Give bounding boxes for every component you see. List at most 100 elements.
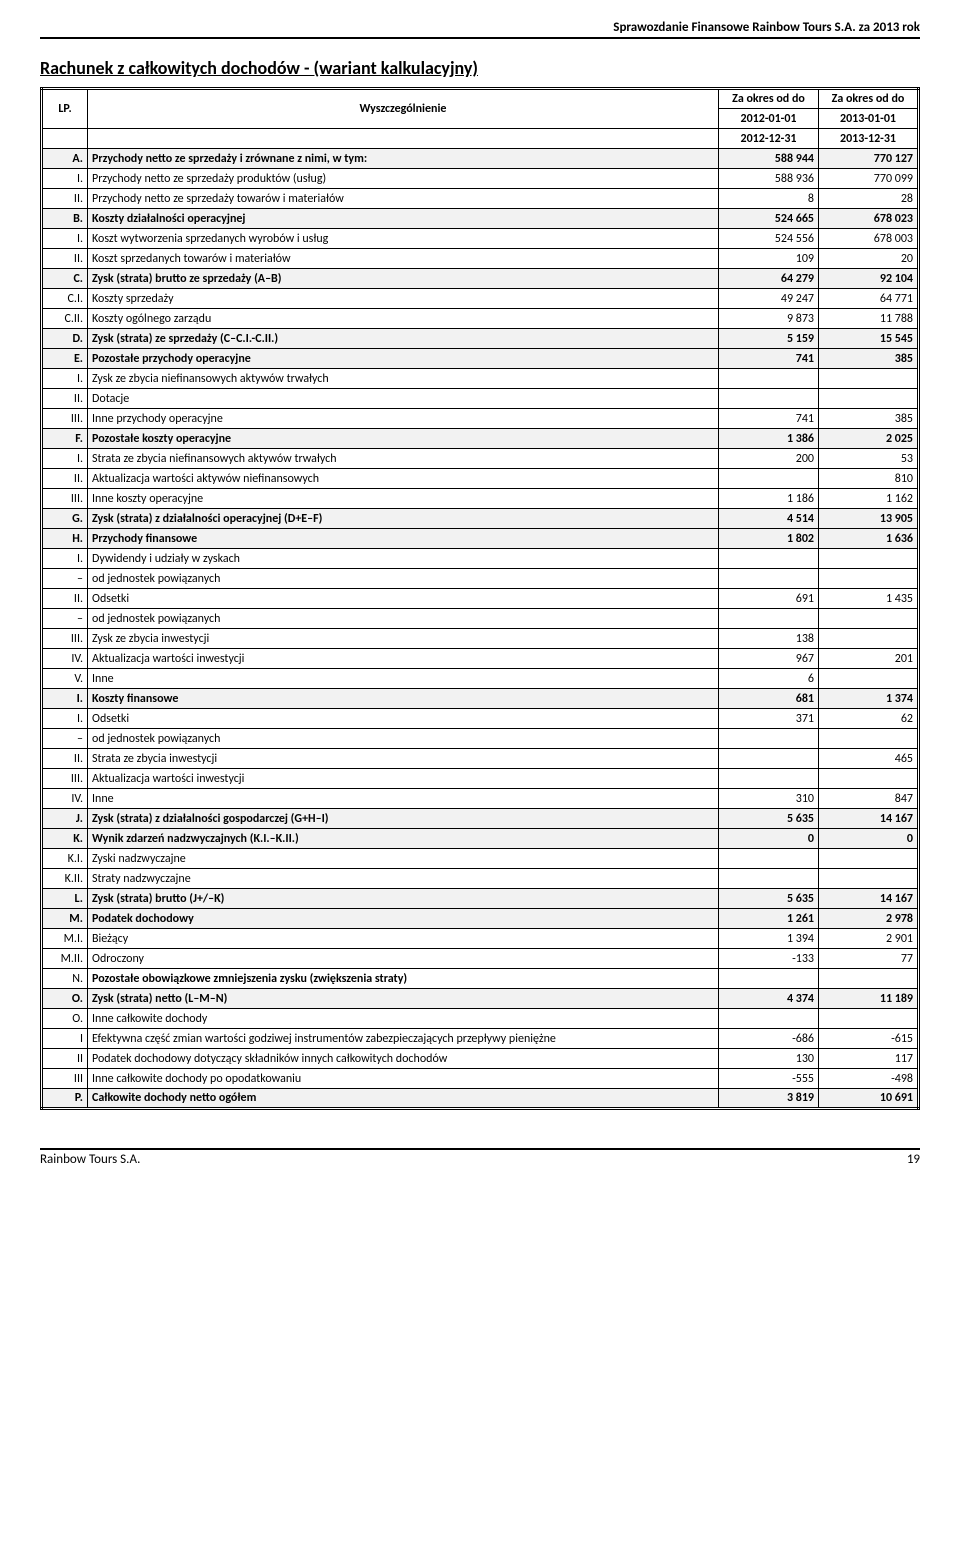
- table-row: II.Aktualizacja wartości aktywów niefina…: [42, 469, 919, 489]
- row-value-2: 117: [819, 1049, 919, 1069]
- row-value-2: 385: [819, 409, 919, 429]
- row-value-2: 1 435: [819, 589, 919, 609]
- row-desc: Zysk (strata) brutto ze sprzedaży (A–B): [88, 269, 719, 289]
- row-lp: I.: [42, 709, 88, 729]
- row-lp: O.: [42, 1009, 88, 1029]
- row-desc: Zysk (strata) ze sprzedaży (C–C.I.-C.II.…: [88, 329, 719, 349]
- row-lp: D.: [42, 329, 88, 349]
- row-desc: Aktualizacja wartości inwestycji: [88, 769, 719, 789]
- row-value-2: 11 788: [819, 309, 919, 329]
- row-value-1: 5 635: [719, 809, 819, 829]
- row-lp: E.: [42, 349, 88, 369]
- row-value-2: 847: [819, 789, 919, 809]
- table-row: IIIInne całkowite dochody po opodatkowan…: [42, 1069, 919, 1089]
- table-row: I.Strata ze zbycia niefinansowych aktywó…: [42, 449, 919, 469]
- row-desc: Wynik zdarzeń nadzwyczajnych (K.I.–K.II.…: [88, 829, 719, 849]
- row-value-1: 967: [719, 649, 819, 669]
- row-value-1: [719, 389, 819, 409]
- row-lp: C.: [42, 269, 88, 289]
- row-desc: Przychody netto ze sprzedaży produktów (…: [88, 169, 719, 189]
- row-value-2: 0: [819, 829, 919, 849]
- row-lp: II.: [42, 469, 88, 489]
- row-lp: III: [42, 1069, 88, 1089]
- row-value-2: -615: [819, 1029, 919, 1049]
- row-lp: II: [42, 1049, 88, 1069]
- row-desc: Podatek dochodowy: [88, 909, 719, 929]
- table-row: K.I.Zyski nadzwyczajne: [42, 849, 919, 869]
- row-value-2: 53: [819, 449, 919, 469]
- row-value-2: 678 023: [819, 209, 919, 229]
- table-row: IEfektywna część zmian wartości godziwej…: [42, 1029, 919, 1049]
- table-row: B.Koszty działalności operacyjnej524 665…: [42, 209, 919, 229]
- row-value-1: [719, 849, 819, 869]
- row-value-1: [719, 769, 819, 789]
- row-desc: Inne przychody operacyjne: [88, 409, 719, 429]
- page-title: Rachunek z całkowitych dochodów - (waria…: [40, 57, 920, 79]
- row-value-1: [719, 369, 819, 389]
- row-desc: Efektywna część zmian wartości godziwej …: [88, 1029, 719, 1049]
- row-value-1: 691: [719, 589, 819, 609]
- row-value-2: [819, 1009, 919, 1029]
- row-desc: Dywidendy i udziały w zyskach: [88, 549, 719, 569]
- table-row: II.Koszt sprzedanych towarów i materiałó…: [42, 249, 919, 269]
- row-value-1: 371: [719, 709, 819, 729]
- row-desc: Koszty działalności operacyjnej: [88, 209, 719, 229]
- table-row: V.Inne6: [42, 669, 919, 689]
- table-row: I.Odsetki37162: [42, 709, 919, 729]
- row-lp: –: [42, 569, 88, 589]
- row-value-1: 588 936: [719, 169, 819, 189]
- row-lp: I.: [42, 169, 88, 189]
- row-value-2: [819, 769, 919, 789]
- row-value-2: 2 901: [819, 929, 919, 949]
- table-row: II.Odsetki6911 435: [42, 589, 919, 609]
- row-lp: I.: [42, 229, 88, 249]
- row-value-1: [719, 749, 819, 769]
- table-row: I.Koszt wytworzenia sprzedanych wyrobów …: [42, 229, 919, 249]
- row-value-1: [719, 1009, 819, 1029]
- row-value-1: 1 186: [719, 489, 819, 509]
- row-value-1: [719, 729, 819, 749]
- table-row: II.Dotacje: [42, 389, 919, 409]
- row-lp: IV.: [42, 789, 88, 809]
- row-desc: Pozostałe obowiązkowe zmniejszenia zysku…: [88, 969, 719, 989]
- table-row: IV.Aktualizacja wartości inwestycji96720…: [42, 649, 919, 669]
- row-value-2: 770 127: [819, 149, 919, 169]
- table-row: M.II.Odroczony-13377: [42, 949, 919, 969]
- row-desc: Strata ze zbycia inwestycji: [88, 749, 719, 769]
- row-value-2: 14 167: [819, 889, 919, 909]
- table-row: M.Podatek dochodowy1 2612 978: [42, 909, 919, 929]
- row-value-2: 77: [819, 949, 919, 969]
- th-date-2b: 2013-12-31: [819, 129, 919, 149]
- row-value-2: 770 099: [819, 169, 919, 189]
- table-row: P.Całkowite dochody netto ogółem3 81910 …: [42, 1089, 919, 1109]
- table-row: –od jednostek powiązanych: [42, 609, 919, 629]
- row-desc: Zysk ze zbycia inwestycji: [88, 629, 719, 649]
- row-desc: od jednostek powiązanych: [88, 569, 719, 589]
- row-desc: Odroczony: [88, 949, 719, 969]
- row-value-2: [819, 669, 919, 689]
- row-lp: C.II.: [42, 309, 88, 329]
- row-value-2: 201: [819, 649, 919, 669]
- row-desc: Podatek dochodowy dotyczący składników i…: [88, 1049, 719, 1069]
- row-desc: Odsetki: [88, 709, 719, 729]
- row-value-1: -686: [719, 1029, 819, 1049]
- row-lp: I.: [42, 689, 88, 709]
- row-lp: II.: [42, 749, 88, 769]
- table-row: O.Inne całkowite dochody: [42, 1009, 919, 1029]
- row-lp: V.: [42, 669, 88, 689]
- row-desc: od jednostek powiązanych: [88, 609, 719, 629]
- row-lp: III.: [42, 409, 88, 429]
- row-value-1: 138: [719, 629, 819, 649]
- row-value-2: 64 771: [819, 289, 919, 309]
- row-desc: Koszt wytworzenia sprzedanych wyrobów i …: [88, 229, 719, 249]
- row-desc: Zysk ze zbycia niefinansowych aktywów tr…: [88, 369, 719, 389]
- row-lp: II.: [42, 189, 88, 209]
- row-desc: Zysk (strata) z działalności operacyjnej…: [88, 509, 719, 529]
- row-lp: B.: [42, 209, 88, 229]
- row-value-1: 1 802: [719, 529, 819, 549]
- row-lp: C.I.: [42, 289, 88, 309]
- row-value-2: 1 374: [819, 689, 919, 709]
- row-desc: Koszty sprzedaży: [88, 289, 719, 309]
- row-lp: –: [42, 729, 88, 749]
- table-row: N.Pozostałe obowiązkowe zmniejszenia zys…: [42, 969, 919, 989]
